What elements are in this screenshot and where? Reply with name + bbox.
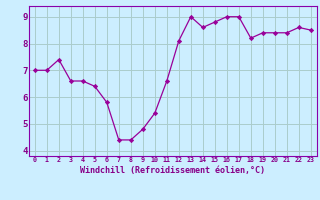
X-axis label: Windchill (Refroidissement éolien,°C): Windchill (Refroidissement éolien,°C) [80,166,265,175]
